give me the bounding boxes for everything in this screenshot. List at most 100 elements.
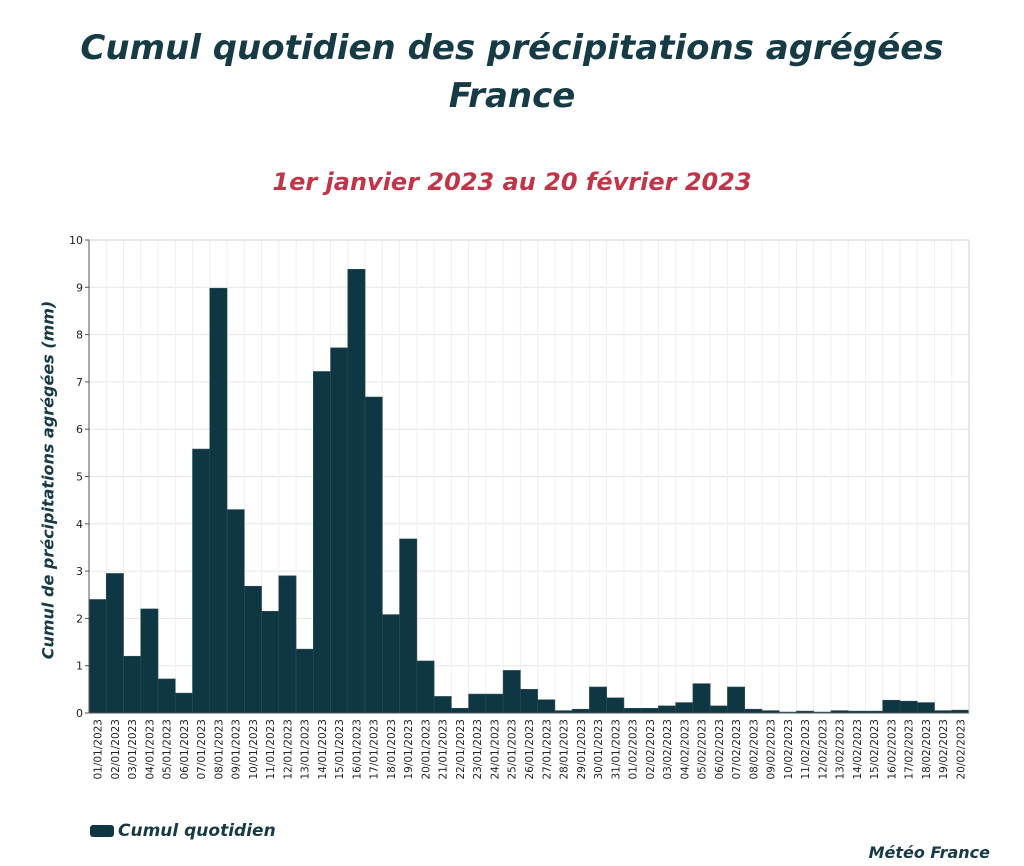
bar xyxy=(727,686,745,714)
bar xyxy=(105,573,124,714)
y-tick-label: 2 xyxy=(76,612,83,625)
x-tick-label: 06/02/2023 xyxy=(714,719,726,780)
bar xyxy=(709,705,728,714)
x-tick-label: 11/02/2023 xyxy=(800,719,812,780)
bar xyxy=(399,538,418,714)
bar xyxy=(174,692,193,714)
x-tick-label: 02/02/2023 xyxy=(645,719,657,780)
x-tick-label: 01/02/2023 xyxy=(628,719,640,780)
x-tick-label: 28/01/2023 xyxy=(559,719,571,780)
x-tick-label: 20/02/2023 xyxy=(955,719,967,780)
y-tick-label: 10 xyxy=(69,234,83,247)
x-tick-label: 09/02/2023 xyxy=(766,719,778,780)
x-tick-label: 13/02/2023 xyxy=(835,719,847,780)
bar xyxy=(658,705,676,714)
bar xyxy=(416,660,435,714)
bar xyxy=(520,689,538,714)
bar xyxy=(364,396,383,714)
x-tick-label: 03/01/2023 xyxy=(127,719,139,780)
x-tick-label: 14/02/2023 xyxy=(852,719,864,780)
bar xyxy=(502,670,521,714)
bar xyxy=(640,707,659,714)
x-tick-label: 18/02/2023 xyxy=(921,719,933,780)
x-tick-label: 19/01/2023 xyxy=(403,719,415,780)
bar xyxy=(537,699,556,714)
x-tick-label: 04/01/2023 xyxy=(144,719,156,780)
x-tick-labels: 01/01/2023 02/01/2023 03/01/2023 04/01/2023… xyxy=(93,719,968,780)
bar xyxy=(744,708,763,714)
bar xyxy=(451,707,469,714)
x-tick-label: 11/01/2023 xyxy=(265,719,277,780)
bar xyxy=(123,655,142,714)
x-tick-label: 15/02/2023 xyxy=(869,719,881,780)
x-tick-label: 13/01/2023 xyxy=(300,719,312,780)
bar xyxy=(347,269,366,714)
bar xyxy=(468,693,487,714)
x-tick-label: 29/01/2023 xyxy=(576,719,588,780)
bar xyxy=(278,575,297,714)
chart-title: Cumul quotidien des précipitations agrég… xyxy=(80,28,944,68)
bar xyxy=(243,585,262,714)
x-tick-label: 04/02/2023 xyxy=(679,719,691,780)
x-tick-label: 10/02/2023 xyxy=(783,719,795,780)
chart-title-region: France xyxy=(448,76,576,116)
bar xyxy=(675,702,694,714)
y-tick-labels: 0 1 2 3 4 5 6 7 8 9 10 xyxy=(69,234,83,720)
axes xyxy=(85,239,970,714)
bar xyxy=(261,611,280,714)
y-tick-label: 7 xyxy=(76,376,83,389)
x-tick-label: 17/02/2023 xyxy=(904,719,916,780)
legend-swatch xyxy=(90,825,114,837)
source-credit: Météo France xyxy=(868,843,990,862)
x-tick-label: 19/02/2023 xyxy=(938,719,950,780)
bar xyxy=(140,608,159,714)
x-tick-label: 16/01/2023 xyxy=(351,719,363,780)
x-tick-label: 07/02/2023 xyxy=(731,719,743,780)
bars xyxy=(88,269,970,714)
x-tick-label: 02/01/2023 xyxy=(110,719,122,780)
x-tick-label: 10/01/2023 xyxy=(248,719,260,780)
x-tick-label: 06/01/2023 xyxy=(179,719,191,780)
bar xyxy=(226,509,245,714)
x-tick-label: 25/01/2023 xyxy=(507,719,519,780)
x-tick-label: 08/01/2023 xyxy=(213,719,225,780)
bar xyxy=(433,696,452,714)
x-tick-label: 15/01/2023 xyxy=(334,719,346,780)
y-tick-label: 1 xyxy=(76,660,83,673)
x-tick-label: 31/01/2023 xyxy=(610,719,622,780)
x-tick-label: 24/01/2023 xyxy=(489,719,501,780)
bar xyxy=(330,347,349,714)
x-tick-label: 14/01/2023 xyxy=(317,719,329,780)
bar xyxy=(313,371,331,714)
legend-label: Cumul quotidien xyxy=(118,821,276,841)
bar xyxy=(899,700,918,714)
y-tick-label: 3 xyxy=(76,565,83,578)
legend: Cumul quotidien xyxy=(90,821,276,841)
bar xyxy=(192,448,211,714)
bar xyxy=(882,699,901,714)
x-tick-label: 05/02/2023 xyxy=(697,719,709,780)
bar xyxy=(382,614,400,714)
bar xyxy=(692,683,711,714)
x-tick-label: 05/01/2023 xyxy=(162,719,174,780)
x-tick-label: 12/02/2023 xyxy=(817,719,829,780)
x-tick-label: 01/01/2023 xyxy=(93,719,105,780)
bar xyxy=(916,702,935,714)
x-tick-label: 27/01/2023 xyxy=(541,719,553,780)
bar xyxy=(88,599,107,714)
bar xyxy=(209,287,228,714)
x-tick-label: 18/01/2023 xyxy=(386,719,398,780)
bar xyxy=(571,708,590,714)
bar xyxy=(623,707,642,714)
y-tick-label: 8 xyxy=(76,329,83,342)
x-tick-label: 30/01/2023 xyxy=(593,719,605,780)
x-tick-label: 09/01/2023 xyxy=(231,719,243,780)
x-tick-label: 16/02/2023 xyxy=(886,719,898,780)
bar xyxy=(295,648,314,714)
x-tick-label: 17/01/2023 xyxy=(369,719,381,780)
x-tick-label: 08/02/2023 xyxy=(748,719,760,780)
x-tick-label: 20/01/2023 xyxy=(420,719,432,780)
x-tick-label: 21/01/2023 xyxy=(438,719,450,780)
x-tick-label: 26/01/2023 xyxy=(524,719,536,780)
